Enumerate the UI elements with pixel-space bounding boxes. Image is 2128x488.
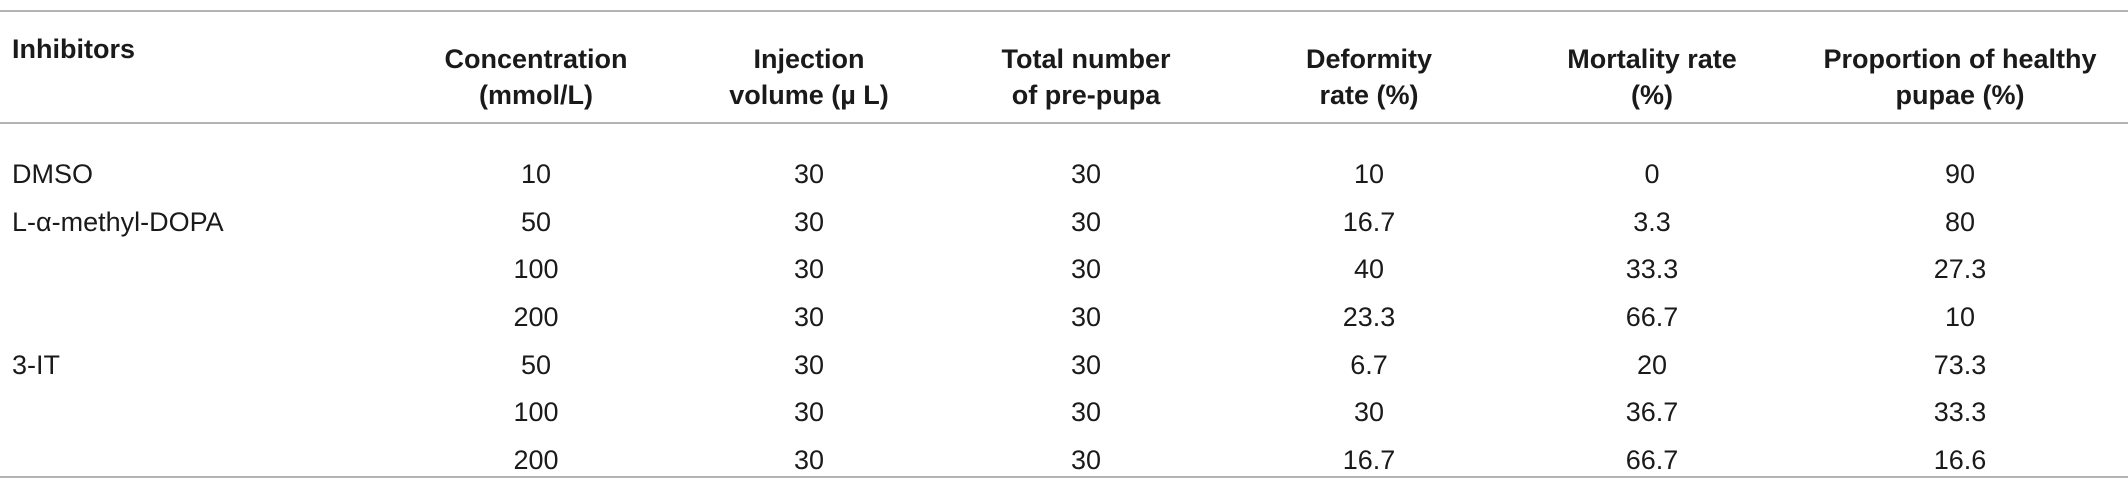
header-text: rate (%) (1319, 79, 1419, 110)
cell-healthy-pupae: 80 (1944, 206, 1976, 237)
cell-concentration: 100 (513, 397, 559, 428)
table-row: L-α-methyl-DOPA 50 30 30 16.7 3.3 80 (0, 199, 2128, 247)
header-text: Inhibitors (12, 34, 135, 64)
cell-inhibitor: 3-IT (12, 349, 61, 380)
cell-total-number: 30 (1070, 206, 1102, 237)
cell-inhibitor (0, 437, 400, 485)
cell-injection-volume: 30 (793, 397, 825, 428)
table-row: 3-IT 50 30 30 6.7 20 73.3 (0, 341, 2128, 389)
cell-deformity-rate: 10 (1353, 159, 1385, 190)
cell-mortality-rate: 20 (1636, 349, 1668, 380)
cell-deformity-rate: 30 (1353, 397, 1385, 428)
cell-deformity-rate: 6.7 (1350, 349, 1388, 380)
cell-injection-volume: 30 (793, 302, 825, 333)
cell-healthy-pupae: 16.6 (1933, 444, 1987, 475)
cell-injection-volume: 30 (793, 444, 825, 475)
cell-concentration: 50 (520, 206, 552, 237)
table-row: 200 30 30 23.3 66.7 10 (0, 294, 2128, 342)
table-bottom-rule (0, 476, 2128, 478)
table-top-rule (0, 10, 2128, 12)
cell-mortality-rate: 66.7 (1625, 302, 1679, 333)
column-header-healthy-pupae: Proportion of healthy pupae (%) (1792, 12, 2128, 141)
table-header-rule (0, 122, 2128, 124)
column-header-concentration: Concentration (mmol/L) (400, 12, 672, 141)
header-text: Injection (753, 43, 865, 74)
cell-concentration: 100 (513, 254, 559, 285)
column-header-inhibitors: Inhibitors (0, 12, 400, 141)
cell-deformity-rate: 23.3 (1342, 302, 1396, 333)
cell-inhibitor: L-α-methyl-DOPA (12, 206, 224, 237)
cell-injection-volume: 30 (793, 349, 825, 380)
table-header-row: Inhibitors Concentration (mmol/L) Inject… (0, 12, 2128, 141)
column-header-deformity-rate: Deformity rate (%) (1226, 12, 1512, 141)
cell-mortality-rate: 66.7 (1625, 444, 1679, 475)
table-row: 100 30 30 30 36.7 33.3 (0, 389, 2128, 437)
header-text: (%) (1631, 79, 1673, 110)
header-text: Deformity (1305, 43, 1433, 74)
cell-injection-volume: 30 (793, 159, 825, 190)
cell-total-number: 30 (1070, 444, 1102, 475)
column-header-injection-volume: Injection volume (µ L) (672, 12, 946, 141)
cell-concentration: 10 (520, 159, 552, 190)
header-text: volume (µ L) (729, 79, 889, 110)
table-row: DMSO 10 30 30 10 0 90 (0, 141, 2128, 199)
cell-total-number: 30 (1070, 254, 1102, 285)
cell-deformity-rate: 40 (1353, 254, 1385, 285)
cell-healthy-pupae: 27.3 (1933, 254, 1987, 285)
table-row: 200 30 30 16.7 66.7 16.6 (0, 437, 2128, 485)
cell-inhibitor: DMSO (12, 159, 93, 190)
header-text: (mmol/L) (479, 79, 593, 110)
cell-mortality-rate: 33.3 (1625, 254, 1679, 285)
header-text: Mortality rate (1567, 43, 1737, 74)
table-row: 100 30 30 40 33.3 27.3 (0, 246, 2128, 294)
cell-healthy-pupae: 73.3 (1933, 349, 1987, 380)
cell-total-number: 30 (1070, 159, 1102, 190)
column-header-mortality-rate: Mortality rate (%) (1512, 12, 1792, 141)
cell-concentration: 200 (513, 302, 559, 333)
cell-inhibitor (0, 389, 400, 437)
cell-deformity-rate: 16.7 (1342, 444, 1396, 475)
cell-healthy-pupae: 90 (1944, 159, 1976, 190)
cell-healthy-pupae: 10 (1944, 302, 1976, 333)
cell-mortality-rate: 3.3 (1633, 206, 1671, 237)
cell-inhibitor (0, 294, 400, 342)
header-text: of pre-pupa (1011, 79, 1161, 110)
cell-deformity-rate: 16.7 (1342, 206, 1396, 237)
header-text: Concentration (444, 43, 628, 74)
cell-healthy-pupae: 33.3 (1933, 397, 1987, 428)
inhibitor-results-table: Inhibitors Concentration (mmol/L) Inject… (0, 12, 2128, 484)
cell-inhibitor (0, 246, 400, 294)
header-text: Proportion of healthy (1823, 43, 2097, 74)
cell-total-number: 30 (1070, 349, 1102, 380)
header-text: pupae (%) (1895, 79, 2025, 110)
cell-total-number: 30 (1070, 397, 1102, 428)
cell-mortality-rate: 0 (1644, 159, 1660, 190)
header-text: Total number (1001, 43, 1171, 74)
column-header-total-number: Total number of pre-pupa (946, 12, 1226, 141)
cell-concentration: 50 (520, 349, 552, 380)
cell-concentration: 200 (513, 444, 559, 475)
cell-mortality-rate: 36.7 (1625, 397, 1679, 428)
cell-injection-volume: 30 (793, 254, 825, 285)
cell-injection-volume: 30 (793, 206, 825, 237)
cell-total-number: 30 (1070, 302, 1102, 333)
